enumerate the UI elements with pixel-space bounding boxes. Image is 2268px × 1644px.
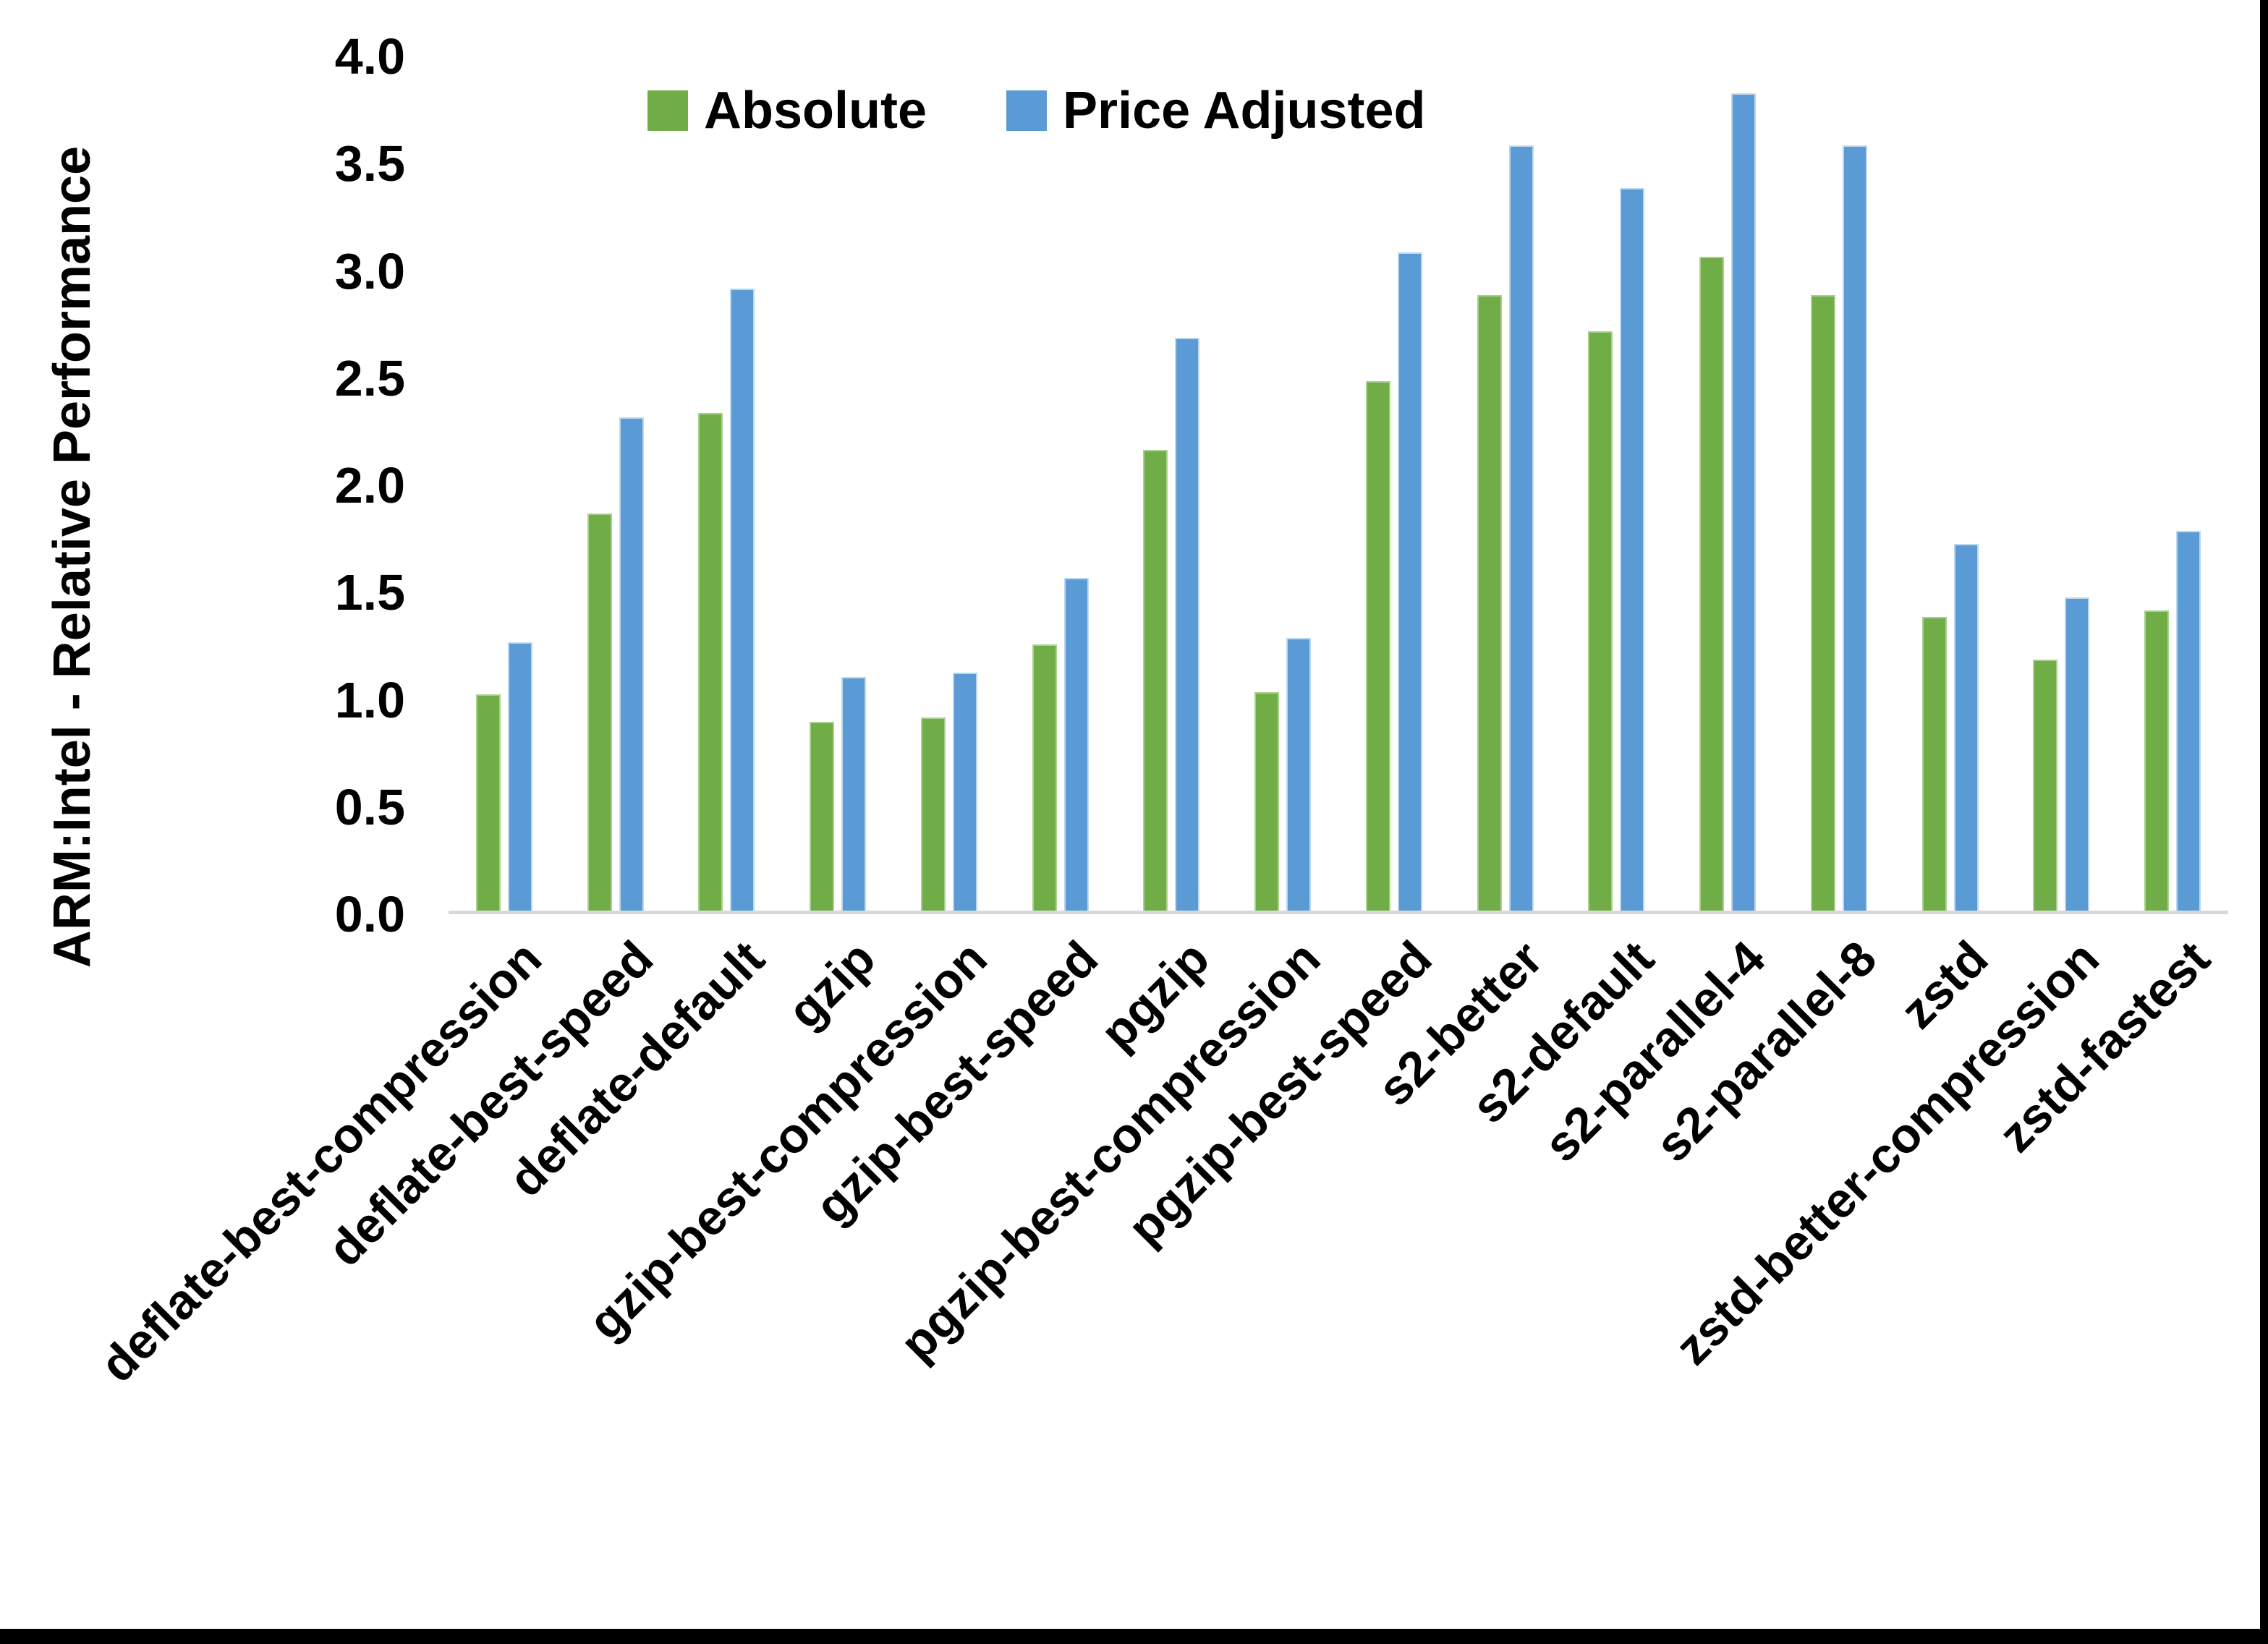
bar-price-adjusted [1842, 145, 1867, 911]
bar-absolute [2033, 660, 2058, 911]
y-axis-tick-label: 4.0 [334, 28, 405, 85]
bar-price-adjusted [2065, 597, 2090, 911]
bar-price-adjusted [1175, 338, 1200, 911]
bar-absolute [1699, 256, 1725, 911]
bar-price-adjusted [1286, 638, 1312, 911]
bar-absolute [2144, 610, 2170, 911]
x-axis-label: deflate-best-compression [90, 930, 553, 1393]
legend: Absolute Price Adjusted [647, 81, 1425, 140]
bar-price-adjusted [2176, 531, 2201, 911]
y-axis-title: ARM:Intel - Relative Performance [43, 145, 101, 968]
bar-absolute [1477, 295, 1502, 911]
bar-price-adjusted [1731, 93, 1757, 911]
y-axis-tick-label: 2.0 [334, 457, 405, 514]
bar-absolute [1032, 644, 1057, 911]
bar-price-adjusted [1063, 578, 1089, 911]
legend-swatch-price-adjusted-icon [1006, 90, 1048, 131]
bar-absolute [1588, 331, 1613, 911]
bar-absolute [1365, 380, 1390, 911]
y-axis-tick-label: 1.5 [334, 564, 405, 621]
bar-price-adjusted [1397, 252, 1422, 911]
x-axis-line [449, 911, 2228, 914]
bar-absolute [587, 514, 612, 911]
y-axis-tick-label: 3.5 [334, 135, 405, 192]
bar-price-adjusted [952, 672, 977, 911]
y-axis-tick-label: 1.0 [334, 671, 405, 728]
screen-bottom-border [0, 1629, 2268, 1644]
bar-price-adjusted [730, 289, 755, 911]
legend-swatch-absolute-icon [647, 90, 688, 131]
legend-label-price-adjusted: Price Adjusted [1063, 82, 1426, 140]
bar-absolute [1921, 616, 1947, 911]
bar-price-adjusted [507, 642, 532, 911]
y-axis-tick-label: 2.5 [334, 349, 405, 406]
legend-item-absolute: Absolute [647, 81, 927, 140]
bar-price-adjusted [1953, 544, 1979, 911]
bar-absolute [1254, 691, 1280, 911]
bar-absolute [1810, 295, 1835, 911]
y-axis-tick-label: 3.0 [334, 242, 405, 299]
legend-item-price-adjusted: Price Adjusted [1006, 81, 1425, 140]
bar-price-adjusted [1508, 145, 1534, 911]
bar-absolute [810, 722, 835, 911]
bar-price-adjusted [1620, 187, 1645, 911]
legend-label-absolute: Absolute [704, 82, 927, 140]
plot-area [449, 55, 2228, 914]
bar-absolute [475, 694, 501, 911]
bar-price-adjusted [619, 417, 644, 911]
bar-absolute [698, 413, 723, 911]
bar-absolute [920, 717, 946, 911]
y-axis-tick-label: 0.0 [334, 886, 405, 942]
bar-price-adjusted [841, 676, 867, 911]
bar-absolute [1143, 449, 1168, 911]
screen-right-border [2260, 0, 2268, 1644]
y-axis-tick-label: 0.5 [334, 778, 405, 835]
